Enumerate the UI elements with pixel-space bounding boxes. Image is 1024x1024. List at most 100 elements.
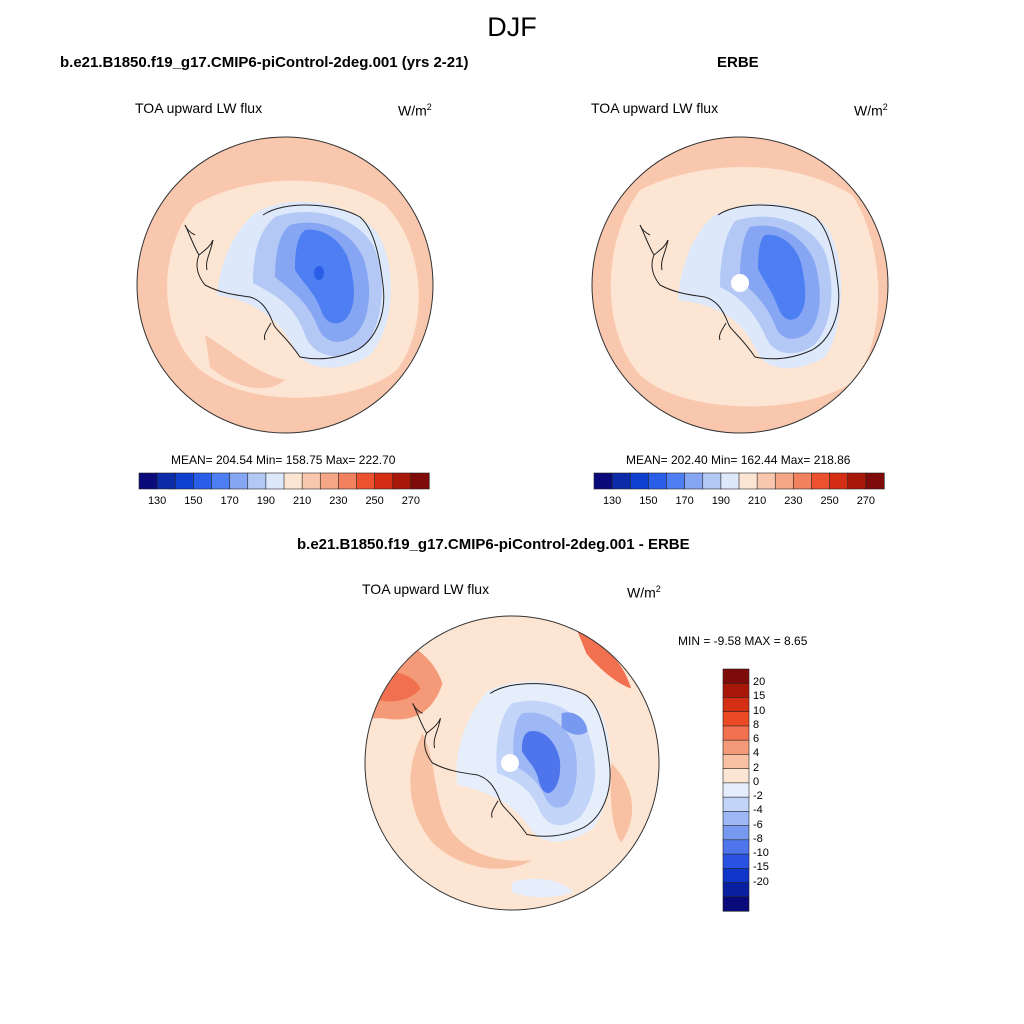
model-colorbar-swatch xyxy=(211,472,231,490)
diff-colorbar-swatch xyxy=(722,853,750,869)
obs-colorbar-swatch xyxy=(774,472,794,490)
model-colorbar-swatch xyxy=(374,472,394,490)
model-colorbar-tick-label: 130 xyxy=(147,495,167,507)
diff-colorbar-swatch xyxy=(722,754,750,770)
model-colorbar-swatch xyxy=(410,472,430,490)
model-ice-deep xyxy=(295,229,354,324)
diff-panel-title: b.e21.B1850.f19_g17.CMIP6-piControl-2deg… xyxy=(297,536,690,553)
diff-variable-label: TOA upward LW flux xyxy=(362,581,490,597)
obs-colorbar-swatch xyxy=(611,472,631,490)
diff-colorbar-swatch xyxy=(722,882,750,898)
obs-colorbar-swatch xyxy=(593,472,613,490)
obs-variable-label: TOA upward LW flux xyxy=(591,100,719,116)
diff-colorbar-swatch xyxy=(722,711,750,727)
diff-colorbar-tick-label: 8 xyxy=(753,718,760,731)
diff-colorbar xyxy=(722,668,750,912)
diff-colorbar-tick-label: -8 xyxy=(753,832,763,845)
obs-colorbar-tick-label: 190 xyxy=(711,495,731,507)
obs-colorbar-tick-label: 170 xyxy=(675,495,694,507)
diff-colorbar-tick-label: -20 xyxy=(753,875,769,888)
diff-colorbar-tick-label: 10 xyxy=(753,704,766,717)
model-colorbar-tick-label: 250 xyxy=(365,495,384,507)
model-colorbar-swatch xyxy=(138,472,158,490)
obs-colorbar-swatch xyxy=(702,472,722,490)
model-colorbar-tick-label: 150 xyxy=(184,495,203,507)
obs-pole-gap xyxy=(731,274,749,292)
model-colorbar-swatch xyxy=(247,472,267,490)
model-warm-patch xyxy=(205,335,285,389)
model-colorbar-swatch xyxy=(174,472,194,490)
diff-colorbar-swatch xyxy=(722,768,750,784)
diff-colorbar-swatch xyxy=(722,839,750,855)
diff-pole-gap xyxy=(501,754,519,772)
diff-colorbar-swatch xyxy=(722,668,750,684)
model-colorbar xyxy=(138,472,430,490)
model-colorbar-swatch xyxy=(265,472,285,490)
obs-colorbar-swatch xyxy=(829,472,849,490)
diff-blue-south xyxy=(512,878,574,898)
model-colorbar-tick-label: 230 xyxy=(329,495,348,507)
diff-ice-deep xyxy=(521,730,561,794)
model-colorbar-swatch xyxy=(356,472,376,490)
diff-colorbar-tick-label: 4 xyxy=(753,747,760,760)
diff-red-right xyxy=(576,628,632,689)
model-peninsula xyxy=(184,224,214,271)
model-colorbar-swatch xyxy=(283,472,303,490)
diff-colorbar-swatch xyxy=(722,811,750,827)
diff-colorbar-swatch xyxy=(722,682,750,699)
model-colorbar-tick-label: 210 xyxy=(292,495,312,507)
obs-colorbar-swatch xyxy=(811,472,831,490)
obs-ice-deep xyxy=(758,234,806,320)
diff-salmon-right xyxy=(610,763,633,843)
obs-colorbar-swatch xyxy=(629,472,649,490)
obs-colorbar-tick-label: 230 xyxy=(784,495,803,507)
obs-colorbar xyxy=(593,472,885,490)
diff-colorbar-tick-label: 2 xyxy=(753,761,760,774)
model-units-label: W/m2 xyxy=(398,102,432,119)
diff-colorbar-tick-label: -4 xyxy=(753,804,763,817)
obs-colorbar-swatch xyxy=(666,472,686,490)
diff-units-label: W/m2 xyxy=(627,584,661,601)
model-colorbar-swatch xyxy=(319,472,339,490)
diff-polar-map xyxy=(364,615,660,911)
obs-colorbar-swatch xyxy=(793,472,813,490)
obs-stats: MEAN= 202.40 Min= 162.44 Max= 218.86 xyxy=(626,453,851,467)
obs-colorbar-swatch xyxy=(720,472,740,490)
diff-colorbar-swatch xyxy=(722,739,750,756)
obs-colorbar-swatch xyxy=(648,472,668,490)
obs-colorbar-swatch xyxy=(738,472,758,490)
diff-colorbar-swatch xyxy=(722,825,750,841)
obs-colorbar-swatch xyxy=(847,472,867,490)
obs-colorbar-tick-label: 250 xyxy=(820,495,839,507)
obs-colorbar-swatch xyxy=(756,472,776,490)
obs-units-label: W/m2 xyxy=(854,102,888,119)
diff-colorbar-tick-label: 15 xyxy=(753,690,766,703)
diff-colorbar-swatch xyxy=(722,867,750,884)
diff-colorbar-tick-label: -6 xyxy=(753,818,763,831)
model-variable-label: TOA upward LW flux xyxy=(135,100,263,116)
diff-colorbar-swatch xyxy=(722,725,750,741)
diff-colorbar-swatch xyxy=(722,697,750,713)
diff-colorbar-tick-label: -10 xyxy=(753,847,769,860)
diff-colorbar-tick-label: -2 xyxy=(753,790,763,803)
diff-salmon-band xyxy=(410,733,532,869)
diff-peninsula xyxy=(412,703,441,749)
diff-colorbar-swatch xyxy=(722,796,750,812)
obs-colorbar-tick-label: 150 xyxy=(639,495,658,507)
model-ice-core xyxy=(314,266,324,280)
diff-ice-patch xyxy=(561,712,588,735)
model-colorbar-swatch xyxy=(392,472,412,490)
model-colorbar-swatch xyxy=(193,472,213,490)
model-colorbar-swatch xyxy=(229,472,249,490)
obs-polar-map xyxy=(591,136,889,434)
diff-colorbar-tick-label: 0 xyxy=(753,775,760,788)
main-title: DJF xyxy=(487,12,537,42)
model-colorbar-tick-label: 190 xyxy=(256,495,276,507)
diff-colorbar-swatch xyxy=(722,782,750,798)
model-stats: MEAN= 204.54 Min= 158.75 Max= 222.70 xyxy=(171,453,396,467)
diff-colorbar-tick-label: -15 xyxy=(753,861,769,874)
diff-colorbar-tick-label: 6 xyxy=(753,733,760,746)
diff-stats: MIN = -9.58 MAX = 8.65 xyxy=(678,634,808,648)
model-colorbar-tick-label: 170 xyxy=(220,495,239,507)
model-panel-title: b.e21.B1850.f19_g17.CMIP6-piControl-2deg… xyxy=(60,54,469,71)
